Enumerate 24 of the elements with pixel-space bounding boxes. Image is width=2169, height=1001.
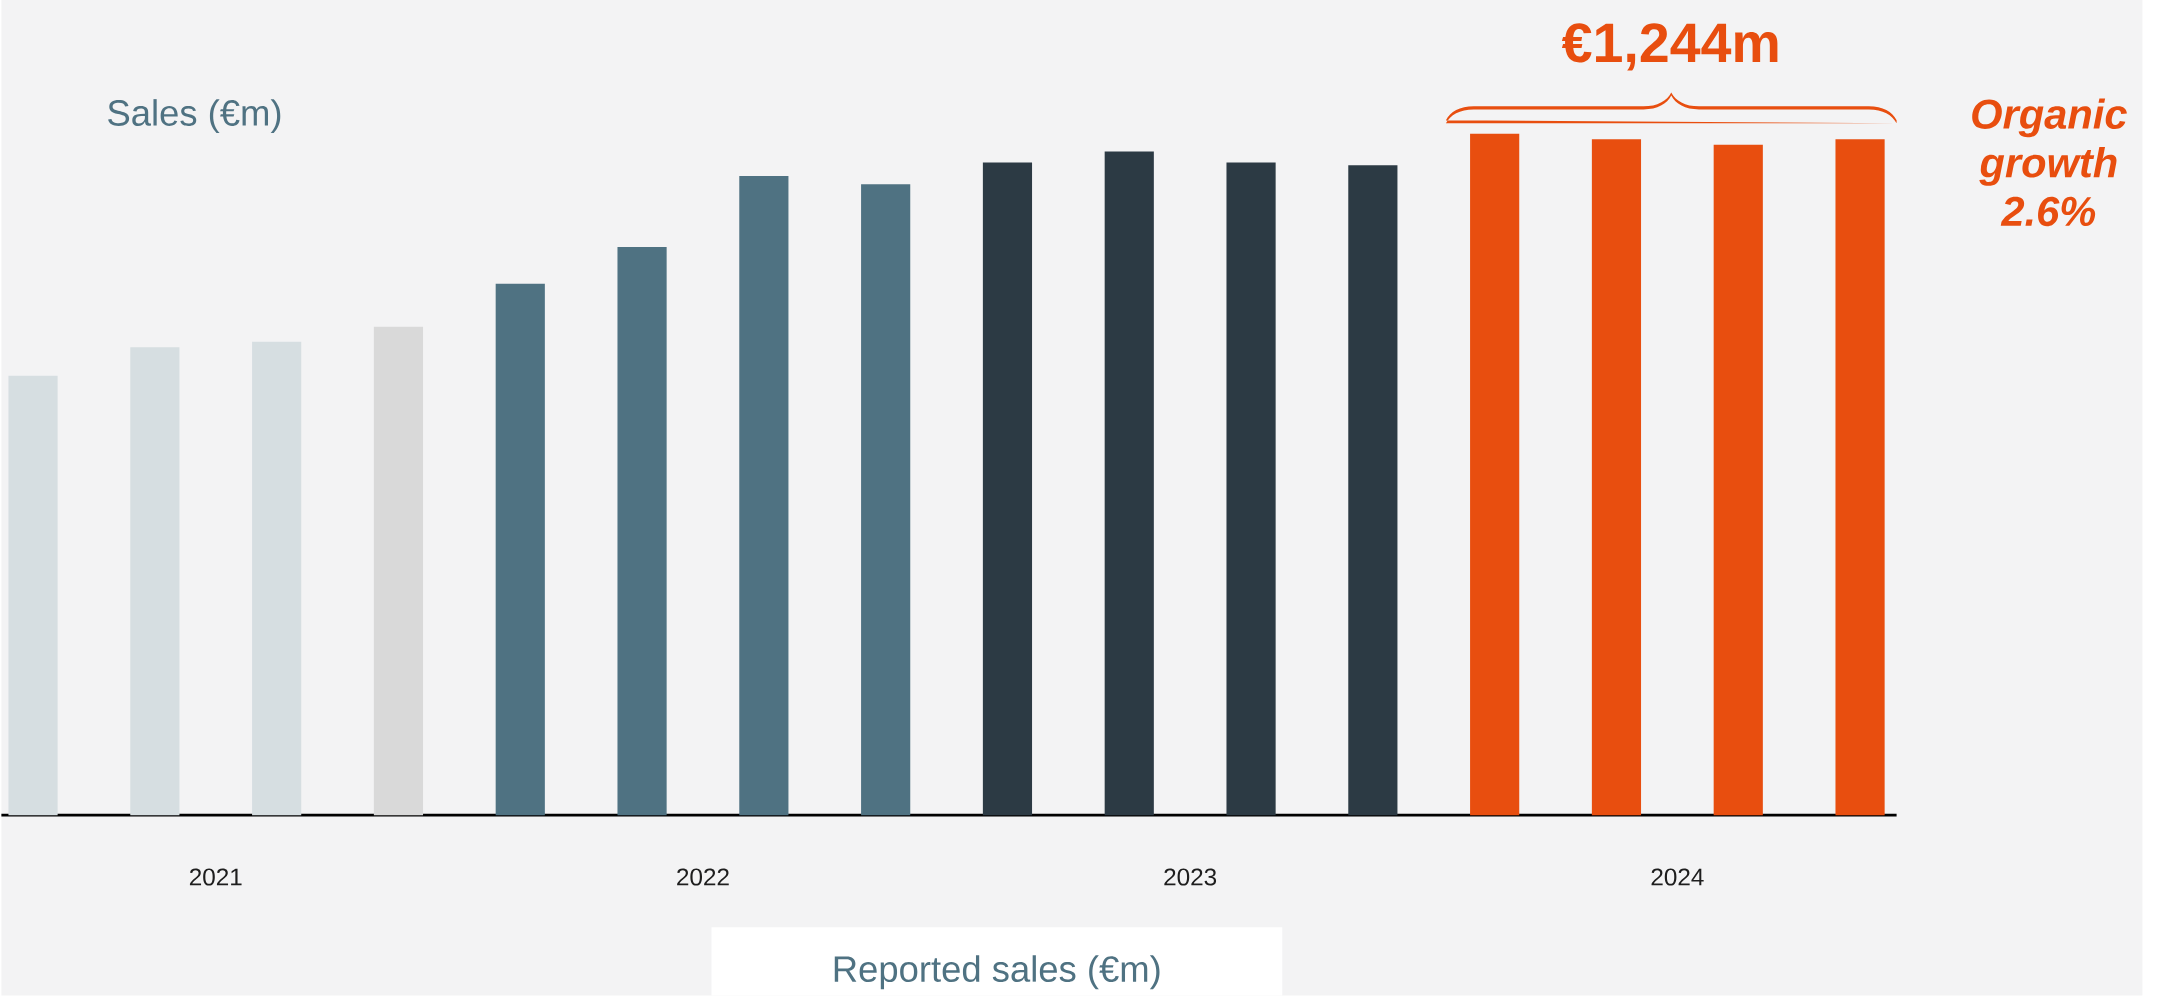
bar [1348, 165, 1398, 816]
bar [373, 326, 424, 816]
bar [861, 184, 911, 816]
text: 2022 [677, 868, 729, 886]
text: Reported sales (€m) [834, 955, 1160, 990]
bar [1226, 162, 1276, 816]
bar [617, 247, 667, 816]
bar [1104, 151, 1154, 816]
text: €1,244m [1561, 23, 1778, 71]
text: 2021 [189, 868, 242, 886]
bar [1835, 139, 1885, 816]
bar [1591, 139, 1642, 816]
text: 2023 [1164, 868, 1217, 886]
bar [252, 341, 302, 816]
bar [739, 176, 789, 816]
bar [8, 375, 58, 816]
bar [130, 347, 180, 816]
bar [1713, 144, 1763, 816]
bar [1470, 133, 1520, 816]
chart-title: Sales (€m) [108, 99, 281, 134]
text: Organic growth 2.6% [1972, 98, 2127, 227]
bar [982, 162, 1033, 816]
bar [495, 283, 545, 816]
text: 2024 [1651, 868, 1704, 886]
